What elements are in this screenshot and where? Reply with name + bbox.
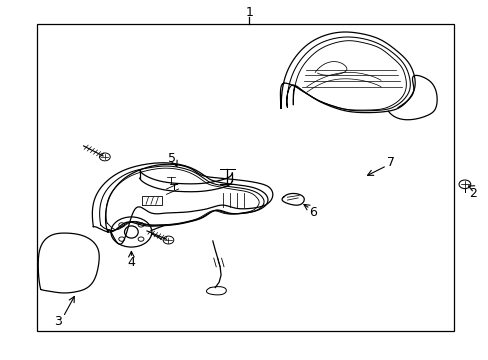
Text: 1: 1 — [245, 6, 253, 19]
Text: 6: 6 — [308, 207, 316, 220]
Text: 4: 4 — [127, 256, 135, 269]
Text: 5: 5 — [168, 152, 176, 165]
Text: 2: 2 — [468, 187, 476, 200]
Bar — [37, 24, 453, 330]
Text: 7: 7 — [386, 156, 394, 169]
Text: 3: 3 — [54, 315, 62, 328]
